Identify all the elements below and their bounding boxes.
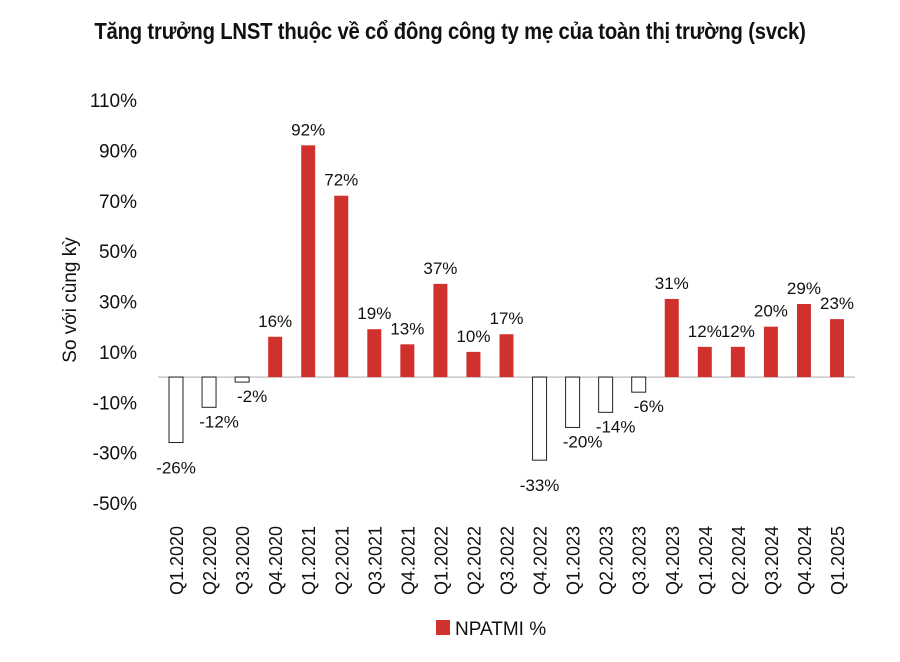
x-tick-label: Q4.2021 — [398, 526, 418, 595]
x-tick-label: Q1.2020 — [167, 526, 187, 595]
bar — [697, 346, 712, 378]
data-label: 17% — [489, 309, 523, 328]
data-label: -12% — [199, 412, 239, 431]
x-tick-label: Q1.2022 — [431, 526, 451, 595]
bar — [796, 304, 811, 378]
x-tick-label: Q1.2024 — [696, 526, 716, 595]
bar — [763, 326, 778, 378]
bar — [301, 145, 316, 378]
bar — [598, 376, 614, 413]
bar — [532, 376, 548, 461]
data-label: -6% — [634, 397, 664, 416]
data-label: 31% — [655, 274, 689, 293]
bar — [730, 346, 745, 378]
x-tick-label: Q3.2022 — [498, 526, 518, 595]
x-tick-label: Q2.2023 — [597, 526, 617, 595]
data-label: 37% — [423, 259, 457, 278]
y-tick-label: 10% — [99, 343, 137, 364]
bar — [433, 283, 448, 378]
bars — [168, 145, 844, 461]
bar — [466, 351, 481, 378]
x-tick-label: Q4.2020 — [266, 526, 286, 595]
y-axis-title: So với cùng kỳ — [60, 237, 81, 363]
bar — [168, 376, 184, 444]
x-tick-label: Q2.2021 — [332, 526, 352, 595]
x-tick-label: Q3.2024 — [762, 526, 782, 595]
bar — [499, 334, 514, 378]
x-tick-label: Q2.2020 — [200, 526, 220, 595]
data-label: -20% — [563, 432, 603, 451]
y-tick-label: 70% — [99, 192, 137, 213]
bar — [631, 376, 647, 393]
data-label: 29% — [787, 279, 821, 298]
data-label: 72% — [324, 171, 358, 190]
data-label: -14% — [596, 417, 636, 436]
data-label: 16% — [258, 312, 292, 331]
bar — [367, 329, 382, 378]
bar — [664, 298, 679, 378]
data-labels: -26% -12% -2% 16% 92% 72% 19%13% 37% 10%17% -33% -… — [156, 120, 854, 495]
x-tick-label: Q4.2023 — [663, 526, 683, 595]
legend-swatch — [436, 620, 450, 635]
data-label: 92% — [291, 120, 325, 139]
y-axis: -50% -30% -10% 10% 30% 50% 70% 90% 110% — [90, 91, 137, 515]
y-tick-label: -30% — [93, 444, 137, 465]
data-label: 12% — [688, 322, 722, 341]
x-tick-label: Q2.2024 — [729, 526, 749, 595]
data-label: -26% — [156, 459, 196, 478]
bar — [334, 195, 349, 378]
y-tick-label: 50% — [99, 242, 137, 263]
data-label: 20% — [754, 302, 788, 321]
data-label: 13% — [390, 319, 424, 338]
y-tick-label: 30% — [99, 293, 137, 314]
bar — [201, 376, 217, 408]
y-tick-label: 90% — [99, 141, 137, 162]
x-tick-label: Q1.2021 — [299, 526, 319, 595]
chart-title: Tăng trưởng LNST thuộc về cổ đông công t… — [94, 18, 806, 44]
bar — [400, 344, 415, 378]
x-axis: Q1.2020 Q2.2020 Q3.2020 Q4.2020 Q1.2021 Q2.20… — [167, 526, 848, 595]
x-tick-label: Q4.2024 — [795, 526, 815, 595]
x-tick-label: Q3.2020 — [233, 526, 253, 595]
x-tick-label: Q1.2025 — [828, 526, 848, 595]
y-tick-label: -10% — [93, 393, 137, 414]
data-label: -33% — [520, 476, 560, 495]
data-label: 12% — [721, 322, 755, 341]
data-label: 19% — [357, 304, 391, 323]
bar — [565, 376, 581, 428]
legend: NPATMI % — [436, 619, 546, 640]
x-tick-label: Q2.2022 — [464, 526, 484, 595]
x-tick-label: Q3.2021 — [365, 526, 385, 595]
x-tick-label: Q4.2022 — [531, 526, 551, 595]
data-label: -2% — [237, 387, 267, 406]
bar — [830, 319, 844, 378]
y-tick-label: 110% — [90, 91, 137, 112]
data-label: 23% — [820, 294, 854, 313]
bar — [234, 376, 250, 383]
data-label: 10% — [456, 327, 490, 346]
y-tick-label: -50% — [93, 494, 137, 515]
bar — [268, 336, 283, 378]
x-tick-label: Q1.2023 — [564, 526, 584, 595]
legend-label: NPATMI % — [455, 619, 546, 640]
x-tick-label: Q3.2023 — [630, 526, 650, 595]
